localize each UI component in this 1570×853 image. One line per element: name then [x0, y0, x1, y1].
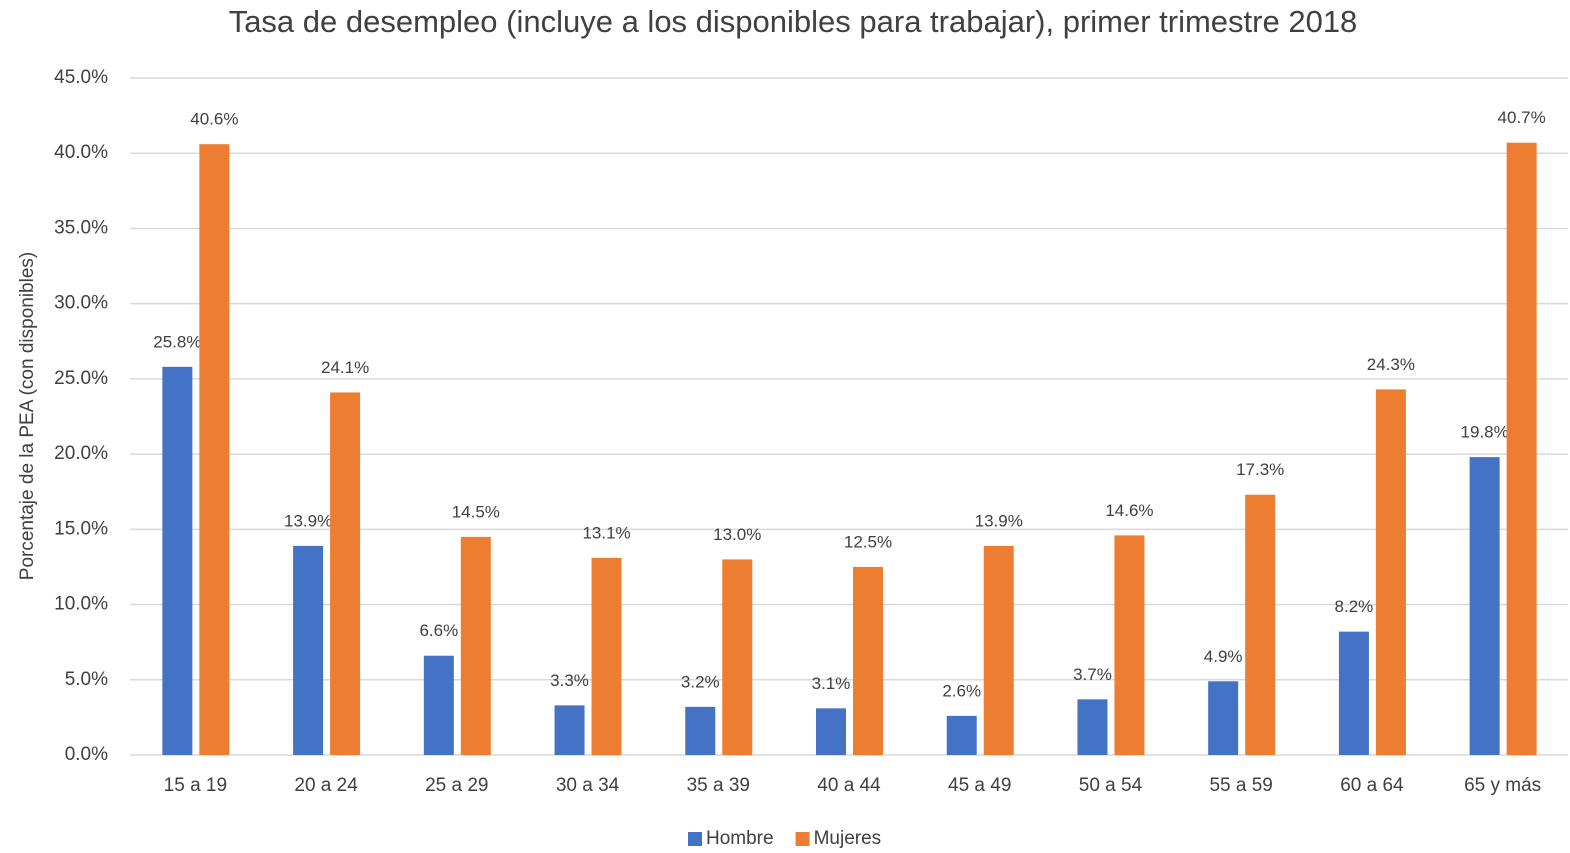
- bar: [554, 705, 585, 755]
- bar: [293, 545, 324, 755]
- x-tick-label: 60 a 64: [1340, 775, 1404, 796]
- bar: [853, 566, 883, 755]
- y-tick-label: 5.0%: [65, 669, 108, 690]
- bar: [1077, 699, 1108, 755]
- value-label: 14.5%: [452, 502, 500, 521]
- y-tick-label: 35.0%: [54, 217, 108, 238]
- value-label: 13.9%: [975, 511, 1023, 530]
- y-tick-label: 30.0%: [54, 293, 108, 314]
- value-label: 3.3%: [550, 671, 589, 690]
- bar: [1375, 389, 1406, 755]
- x-tick-label: 45 a 49: [948, 775, 1011, 796]
- bar: [1114, 535, 1145, 755]
- value-label: 17.3%: [1236, 460, 1284, 479]
- bar: [460, 536, 491, 755]
- value-label: 19.8%: [1461, 423, 1509, 442]
- value-label: 40.6%: [190, 110, 238, 129]
- bar: [1208, 681, 1239, 755]
- x-tick-label: 65 y más: [1464, 775, 1541, 796]
- legend-label: Mujeres: [814, 828, 882, 849]
- bar: [199, 144, 230, 755]
- y-tick-label: 25.0%: [54, 368, 108, 389]
- value-label: 40.7%: [1498, 108, 1546, 127]
- x-tick-label: 15 a 19: [164, 775, 227, 796]
- bar: [983, 545, 1014, 755]
- bar: [423, 655, 454, 755]
- bar: [722, 559, 753, 755]
- chart-title: Tasa de desempleo (incluye a los disponi…: [229, 4, 1358, 39]
- value-label: 13.1%: [582, 523, 630, 542]
- bar: [946, 715, 977, 755]
- value-label: 13.0%: [713, 525, 761, 544]
- x-tick-label: 50 a 54: [1079, 775, 1143, 796]
- value-label: 12.5%: [844, 532, 892, 551]
- bar: [1469, 457, 1500, 755]
- value-label: 13.9%: [284, 511, 332, 530]
- value-label: 3.7%: [1073, 665, 1112, 684]
- bar: [1338, 631, 1369, 755]
- value-label: 6.6%: [419, 621, 458, 640]
- x-tick-label: 25 a 29: [425, 775, 488, 796]
- y-tick-label: 15.0%: [54, 518, 108, 539]
- y-tick-label: 10.0%: [54, 594, 108, 615]
- bar: [162, 366, 193, 755]
- value-label: 2.6%: [942, 681, 981, 700]
- value-label: 8.2%: [1335, 597, 1374, 616]
- y-tick-label: 45.0%: [54, 67, 108, 88]
- x-tick-label: 40 a 44: [817, 775, 881, 796]
- x-tick-label: 55 a 59: [1209, 775, 1272, 796]
- bar: [330, 392, 361, 755]
- y-axis-label: Porcentaje de la PEA (con disponibles): [17, 252, 38, 580]
- legend-label: Hombre: [706, 828, 774, 849]
- bar: [816, 708, 846, 755]
- bar: [1245, 494, 1276, 755]
- value-label: 4.9%: [1204, 647, 1243, 666]
- bar: [591, 557, 622, 755]
- x-tick-label: 20 a 24: [294, 775, 358, 796]
- value-label: 25.8%: [153, 332, 201, 351]
- value-label: 14.6%: [1105, 501, 1153, 520]
- x-tick-label: 35 a 39: [687, 775, 750, 796]
- bar: [685, 706, 716, 755]
- value-label: 24.1%: [321, 358, 369, 377]
- legend-swatch: [795, 832, 810, 846]
- y-tick-label: 20.0%: [54, 443, 108, 464]
- bar: [1506, 142, 1537, 756]
- value-label: 3.1%: [812, 674, 851, 693]
- y-tick-label: 40.0%: [54, 142, 108, 163]
- y-tick-label: 0.0%: [65, 744, 108, 765]
- legend-swatch: [688, 832, 702, 846]
- x-tick-label: 30 a 34: [556, 775, 620, 796]
- value-label: 24.3%: [1367, 355, 1415, 374]
- value-label: 3.2%: [681, 672, 720, 691]
